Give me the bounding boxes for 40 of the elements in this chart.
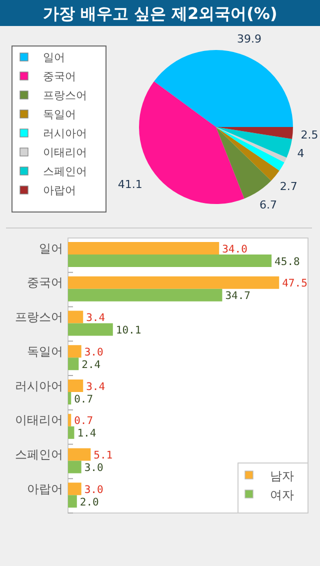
y-tick-label: 독일어 [27,344,63,358]
y-tick-label: 일어 [39,241,63,256]
data-label: 34.7 [225,290,251,302]
data-label: 3.4 [86,380,106,393]
legend-label: 아랍어 [43,184,76,197]
data-label: 3.0 [84,484,104,496]
data-label: 2.5 [300,128,318,142]
legend-label: 스페인어 [43,165,87,178]
data-label: 3.4 [86,312,106,324]
data-label: 1.4 [77,428,96,440]
data-label: 3.0 [84,462,104,474]
data-label: 45.8 [274,256,300,268]
legend-label: 러시아어 [43,127,87,140]
chart-title: 가장 배우고 싶은 제2외국어(%) [42,4,278,23]
legend-label: 독일어 [43,108,76,121]
y-tick-label: 스페인어 [15,448,63,462]
data-label: 2.0 [80,496,99,508]
data-label: 39.9 [237,32,262,46]
data-label: 0.7 [74,393,94,406]
data-label: 3.0 [84,346,104,358]
legend-label: 프랑스어 [43,89,87,102]
data-label: 6.7 [260,198,278,212]
data-label: 2.4 [82,358,101,371]
y-tick-label: 아랍어 [27,482,63,496]
y-tick-label: 러시아어 [15,378,63,393]
data-label: 5.1 [94,450,113,462]
legend-label: 중국어 [43,70,76,83]
data-label: 41.1 [118,178,142,191]
data-label: 34.0 [222,243,248,256]
y-tick-label: 이태리어 [15,413,63,428]
legend-label: 이태리어 [43,146,87,159]
data-label: 0.7 [74,415,94,428]
legend-label: 남자 [270,469,294,483]
data-label: 2.7 [280,180,298,194]
data-label: 47.5 [282,278,308,290]
y-tick-label: 프랑스어 [15,310,63,324]
legend-label: 여자 [270,488,294,502]
y-tick-label: 중국어 [27,276,63,290]
data-label: 4 [297,146,304,160]
data-label: 10.1 [116,324,142,336]
